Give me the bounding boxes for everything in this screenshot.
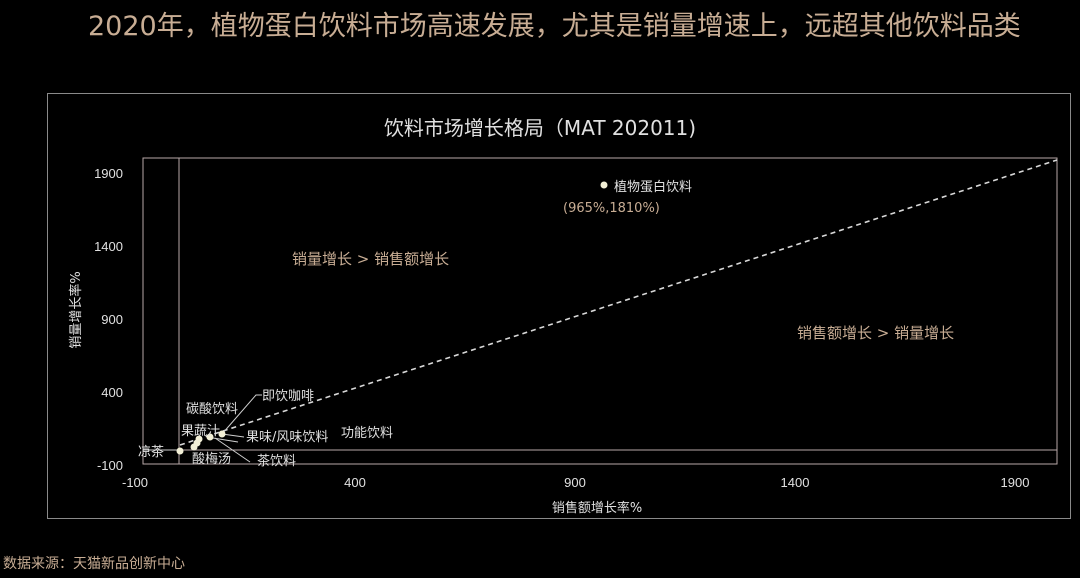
point-fruit-flavor [206,433,214,441]
region-label-volume: 销量增长 > 销售额增长 [292,250,449,268]
y-tick: 1400 [94,239,123,254]
point-label: 即饮咖啡 [262,389,314,404]
chart-title: 饮料市场增长格局（MAT 202011) [383,116,697,140]
y-tick: 1900 [94,166,123,181]
point-label: 功能饮料 [341,426,393,441]
x-tick: 900 [564,475,586,490]
point-label: 酸梅汤 [192,452,231,467]
x-tick: 1900 [1001,475,1030,490]
point-label: 凉茶 [138,444,164,460]
y-tick: 900 [101,312,123,327]
point-label: 植物蛋白饮料 [614,179,692,195]
region-label-value: 销售额增长 > 销量增长 [797,324,954,342]
point-annotation: (965%,1810%) [563,201,660,216]
point-label: 果蔬汁 [181,424,220,439]
point-functional [218,430,226,438]
x-tick: 1400 [781,475,810,490]
point-label: 碳酸饮料 [186,402,238,417]
x-tick: -100 [122,475,148,490]
point-plant-protein [600,181,608,189]
point-plum-soup [190,443,198,451]
chart-frame [47,93,1071,519]
x-axis-label: 销售额增长率% [552,500,642,516]
y-tick: -100 [97,458,123,473]
point-label: 茶饮料 [257,453,296,469]
y-tick: 400 [101,385,123,400]
data-source: 数据来源：天猫新品创新中心 [3,556,185,572]
plot-area [142,157,1058,465]
headline: 2020年，植物蛋白饮料市场高速发展，尤其是销量增速上，远超其他饮料品类 [88,11,1021,42]
x-tick: 400 [344,475,366,490]
point-herbal-tea [176,447,184,455]
equal-growth-line [179,159,1058,446]
point-label: 果味/风味饮料 [246,430,328,445]
y-axis-label: 销量增长率% [68,271,84,348]
